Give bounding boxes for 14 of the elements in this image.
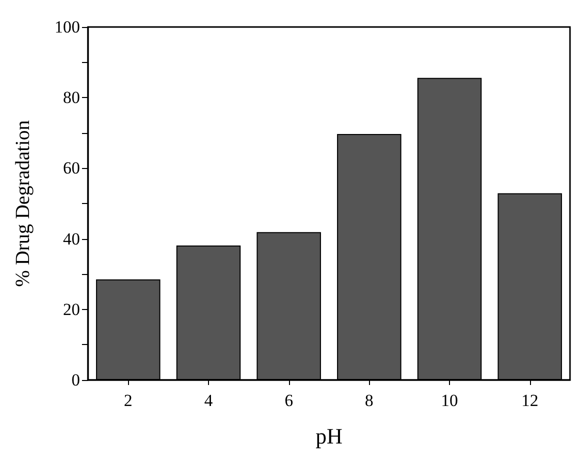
x-tick-label: 4 xyxy=(204,391,214,410)
y-tick-label: 20 xyxy=(63,300,80,319)
x-tick-label: 6 xyxy=(284,391,294,410)
x-tick-label: 2 xyxy=(124,391,132,410)
x-tick-label: 12 xyxy=(521,391,538,410)
x-tick-label: 8 xyxy=(364,391,374,410)
y-tick-label: 100 xyxy=(54,18,80,36)
y-tick-label: 60 xyxy=(63,158,80,178)
y-axis-title: % Drug Degradation xyxy=(12,120,34,287)
y-tick-label: 40 xyxy=(63,229,80,248)
x-axis-title: pH xyxy=(316,424,343,448)
x-tick-label: 10 xyxy=(441,391,458,410)
y-tick-label: 80 xyxy=(63,88,80,108)
y-tick-label: 0 xyxy=(72,370,80,390)
